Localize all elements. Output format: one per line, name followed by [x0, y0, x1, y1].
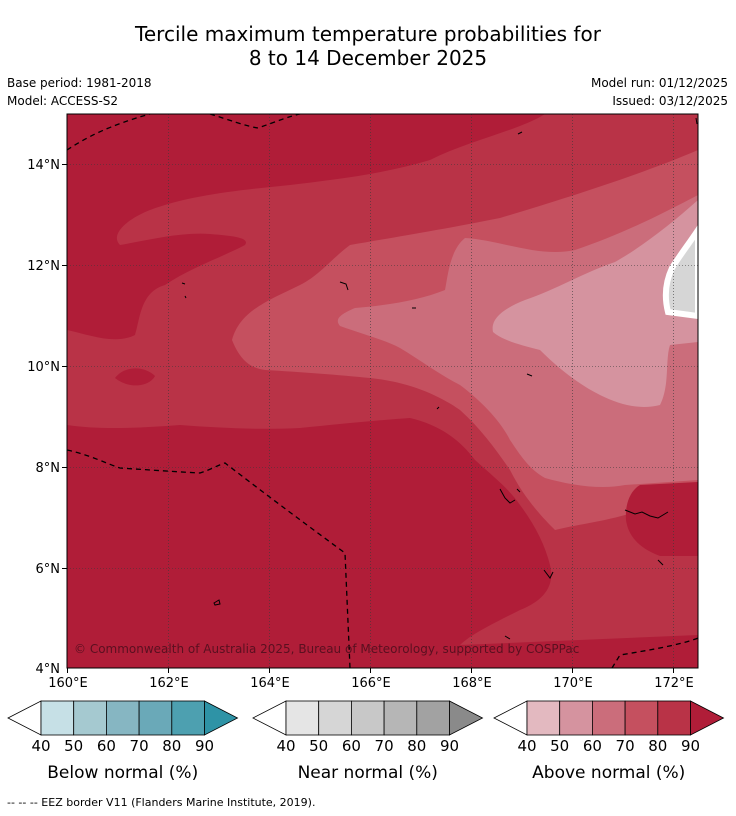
colorbar-segment [318, 700, 352, 736]
lon-tick-label: 170°E [553, 676, 593, 691]
colorbar-segment [592, 700, 626, 736]
colorbar-below-normal: 40 50 60 70 80 90 Below normal (%) [7, 700, 239, 783]
title-line-2: 8 to 14 December 2025 [248, 46, 488, 70]
colorbar-tick-label: 70 [130, 737, 149, 755]
lon-axis: 160°E 162°E 164°E 166°E 168°E 170°E 172°… [48, 668, 694, 691]
colorbar-tick-label: 80 [162, 737, 181, 755]
colorbar-extend-high [690, 700, 725, 736]
colorbar-tick-label: 80 [407, 737, 426, 755]
colorbar-segment [624, 700, 659, 736]
model-run: Model run: 01/12/2025 [590, 76, 728, 90]
colorbar-extend-low [7, 700, 42, 736]
near-normal-region [662, 224, 698, 320]
meta-right: Model run: 01/12/2025 Issued: 03/12/2025 [591, 74, 728, 110]
lat-tick-label: 6°N [36, 562, 61, 577]
colorbar-segment [657, 700, 691, 736]
colorbar-title: Near normal (%) [298, 763, 438, 783]
colorbar-extend-high [449, 700, 484, 736]
lat-tick-label: 14°N [27, 158, 60, 173]
colorbar-tick-label: 70 [375, 737, 394, 755]
colorbar-segment [73, 700, 107, 736]
eastern-core-80-90 [625, 482, 698, 556]
chart-title: Tercile maximum temperature probabilitie… [0, 22, 736, 70]
lat-axis: 14°N 12°N 10°N 8°N 6°N 4°N [27, 158, 67, 677]
west-pocket-80-90 [115, 368, 155, 386]
colorbar-extend-low [252, 700, 287, 736]
lon-tick-label: 160°E [48, 676, 88, 691]
colorbar-title: Above normal (%) [532, 763, 685, 783]
copyright-text: © Commonwealth of Australia 2025, Bureau… [74, 642, 579, 656]
colorbar-tick-label: 50 [64, 737, 83, 755]
colorbar-segment [106, 700, 140, 736]
gridlines [67, 114, 698, 668]
colorbar-tick-label: 90 [195, 737, 214, 755]
base-period: Base period: 1981-2018 [7, 76, 152, 90]
colorbar-above-normal: 40 50 60 70 80 90 Above normal (%) [493, 700, 725, 783]
lat-tick-label: 4°N [36, 662, 61, 677]
colorbar-tick-label: 60 [97, 737, 116, 755]
lon-tick-label: 166°E [351, 676, 391, 691]
lon-tick-label: 162°E [149, 676, 189, 691]
colorbar-tick-label: 50 [550, 737, 569, 755]
colorbar-tick-label: 90 [681, 737, 700, 755]
contour-level-40-50 [492, 200, 698, 407]
colorbar-tick-label: 60 [342, 737, 361, 755]
colorbar-segment [559, 700, 593, 736]
colorbar-tick-label: 40 [517, 737, 536, 755]
map-frame [66, 113, 699, 669]
eez-borders [67, 114, 698, 668]
colorbar-tick-label: 40 [31, 737, 50, 755]
model-name: Model: ACCESS-S2 [7, 94, 119, 108]
islands [181, 117, 698, 640]
colorbar-extend-low [493, 700, 528, 736]
colorbar-segment [40, 700, 75, 736]
colorbar-segment [383, 700, 418, 736]
colorbar-segment [171, 700, 205, 736]
meta-left: Base period: 1981-2018 Model: ACCESS-S2 [7, 74, 152, 110]
colorbar-segment [526, 700, 561, 736]
lat-tick-label: 8°N [36, 461, 61, 476]
colorbar-tick-label: 70 [616, 737, 635, 755]
colorbar-tick-label: 50 [309, 737, 328, 755]
lat-tick-label: 10°N [27, 360, 60, 375]
colorbar-title: Below normal (%) [47, 763, 198, 783]
colorbar-segment [285, 700, 320, 736]
colorbar-segment [138, 700, 173, 736]
colorbar-segment [350, 700, 385, 736]
lon-tick-label: 168°E [452, 676, 492, 691]
colorbar-segment [416, 700, 450, 736]
issued-date: Issued: 03/12/2025 [612, 94, 728, 108]
colorbar-extend-high [204, 700, 239, 736]
lon-tick-label: 172°E [654, 676, 694, 691]
colorbar-tick-label: 90 [440, 737, 459, 755]
title-line-1: Tercile maximum temperature probabilitie… [135, 22, 601, 46]
lon-tick-label: 164°E [250, 676, 290, 691]
lat-tick-label: 12°N [27, 259, 60, 274]
map-field [67, 114, 698, 668]
colorbar-tick-label: 60 [583, 737, 602, 755]
colorbar-tick-label: 40 [276, 737, 295, 755]
eez-footnote: -- -- -- EEZ border V11 (Flanders Marine… [7, 796, 316, 809]
colorbar-tick-label: 80 [648, 737, 667, 755]
